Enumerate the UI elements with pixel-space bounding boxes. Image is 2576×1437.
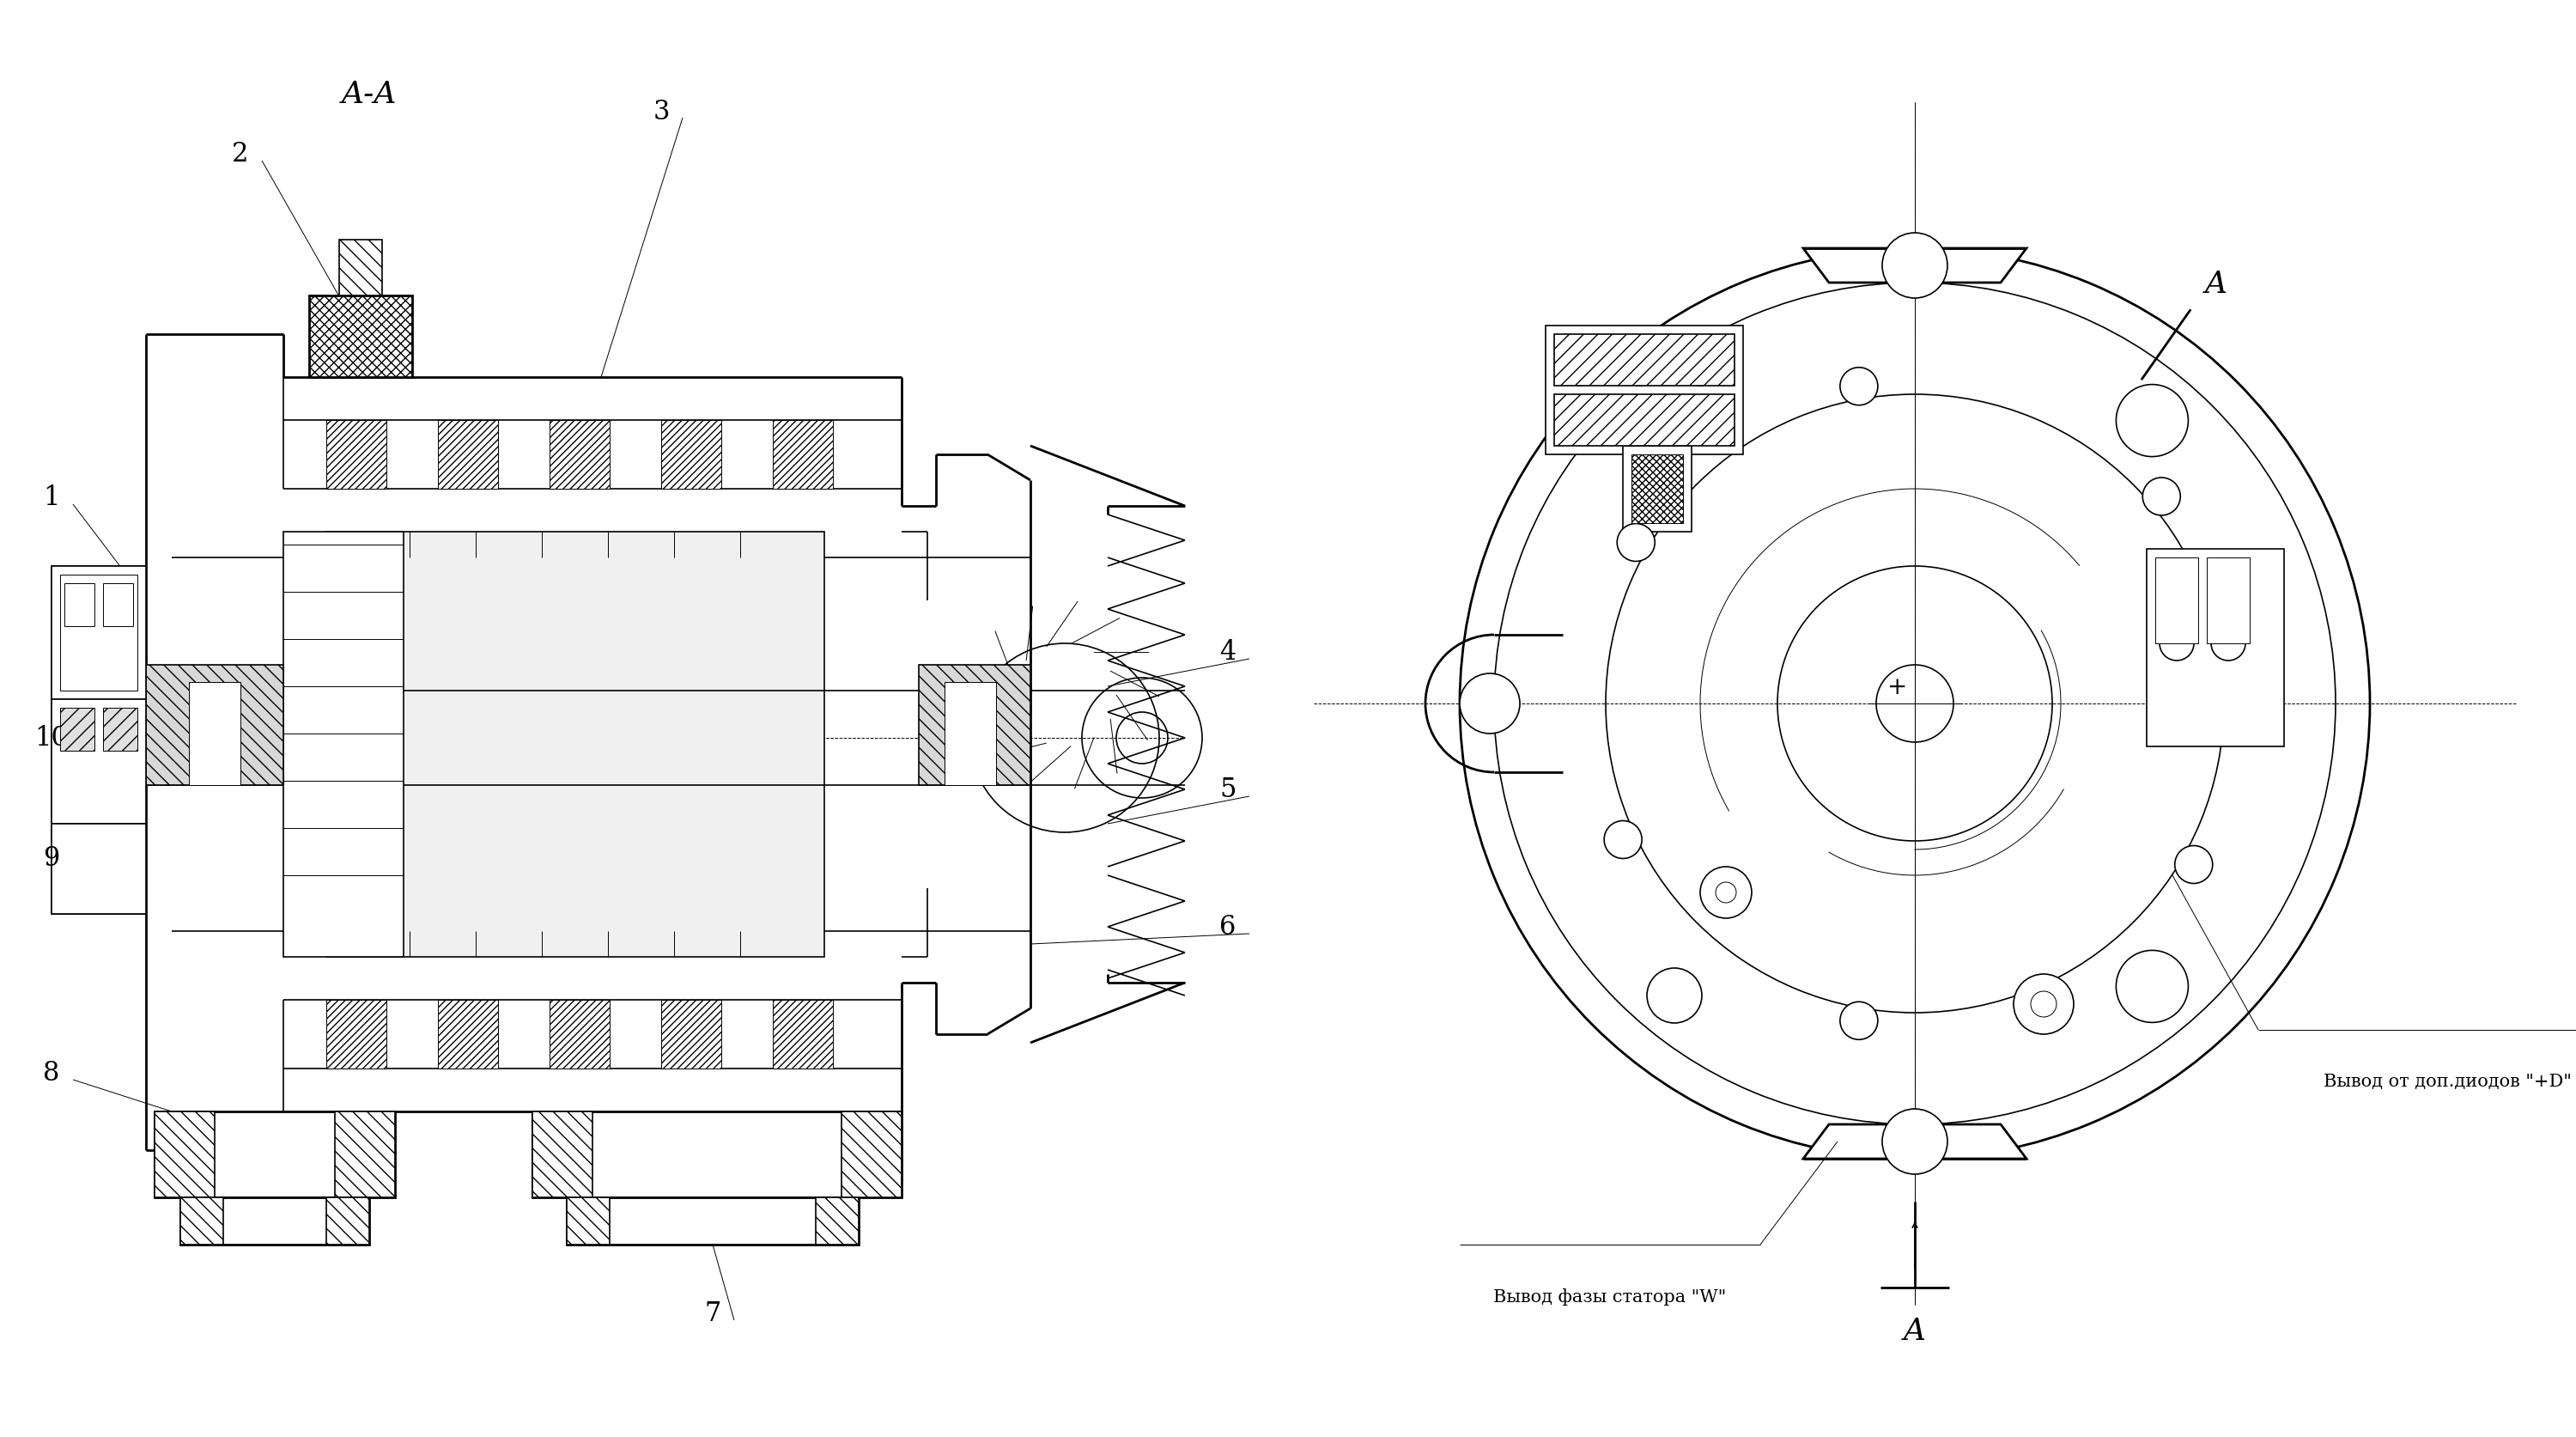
Circle shape (2159, 575, 2195, 609)
Bar (327, 532, 824, 957)
Circle shape (1618, 525, 1654, 562)
Circle shape (1682, 352, 1718, 387)
Bar (2156, 558, 2197, 644)
Circle shape (1623, 352, 1656, 387)
Text: +: + (1888, 675, 1909, 698)
Polygon shape (1803, 1125, 2027, 1158)
Text: 10: 10 (36, 724, 67, 752)
Circle shape (2174, 846, 2213, 884)
Bar (1546, 326, 1744, 456)
Circle shape (1646, 969, 1703, 1023)
Text: A: A (2205, 270, 2228, 299)
Bar (438, 1000, 497, 1069)
Circle shape (1564, 352, 1597, 387)
Text: Вывод от доп.диодов "+D": Вывод от доп.диодов "+D" (2324, 1073, 2571, 1089)
Circle shape (1839, 368, 1878, 405)
Bar (52, 566, 147, 914)
Circle shape (2030, 992, 2056, 1017)
Bar (52, 700, 147, 823)
Text: 9: 9 (44, 845, 59, 872)
Bar (567, 1197, 858, 1244)
Bar (2146, 549, 2285, 747)
Bar (52, 566, 147, 700)
Text: +: + (108, 593, 129, 616)
Text: 3: 3 (652, 98, 670, 125)
Circle shape (1883, 233, 1947, 299)
Text: +: + (70, 593, 90, 616)
Bar (155, 1112, 394, 1197)
Bar (180, 1197, 224, 1244)
Bar (155, 1112, 214, 1197)
Circle shape (2210, 627, 2246, 661)
Bar (283, 532, 404, 957)
Bar (842, 1112, 902, 1197)
Text: 6: 6 (1218, 914, 1236, 940)
Circle shape (1716, 882, 1736, 902)
Circle shape (2210, 575, 2246, 609)
Bar (309, 296, 412, 378)
Circle shape (1605, 821, 1641, 859)
Bar (662, 1000, 721, 1069)
Bar (327, 1197, 368, 1244)
Bar (59, 575, 137, 691)
Bar (59, 708, 95, 752)
Bar (567, 1197, 611, 1244)
Circle shape (1646, 385, 1703, 440)
Text: Вывод фазы статора "W": Вывод фазы статора "W" (1494, 1288, 1726, 1305)
Bar (1553, 395, 1734, 447)
Bar (549, 1000, 611, 1069)
Bar (180, 1197, 368, 1244)
Circle shape (1461, 674, 1520, 734)
Bar (340, 240, 381, 296)
Text: 4: 4 (1218, 639, 1236, 665)
Bar (335, 1112, 394, 1197)
Bar (773, 1000, 832, 1069)
Bar (817, 1197, 858, 1244)
Bar (1623, 447, 1692, 532)
Bar (52, 823, 147, 914)
Bar (438, 421, 497, 490)
Bar (188, 683, 240, 786)
Bar (64, 583, 95, 627)
Text: 8: 8 (44, 1059, 59, 1086)
Circle shape (1883, 1109, 1947, 1174)
Circle shape (2014, 974, 2074, 1035)
Bar (549, 421, 611, 490)
Polygon shape (1803, 249, 2027, 283)
Bar (103, 583, 134, 627)
Bar (773, 421, 832, 490)
Bar (945, 683, 997, 786)
Circle shape (1839, 1002, 1878, 1040)
Text: 2: 2 (232, 141, 250, 168)
Bar (147, 665, 283, 786)
Circle shape (1700, 867, 1752, 918)
Circle shape (2143, 479, 2179, 516)
Bar (2208, 558, 2249, 644)
Text: 1: 1 (44, 484, 59, 512)
Circle shape (2159, 627, 2195, 661)
Circle shape (2115, 951, 2187, 1023)
Text: 5: 5 (1218, 776, 1236, 803)
Bar (533, 1112, 592, 1197)
Text: A: A (1904, 1316, 1927, 1345)
Bar (103, 708, 137, 752)
Circle shape (2115, 385, 2187, 457)
Bar (662, 421, 721, 490)
Bar (1553, 335, 1734, 387)
Text: A-A: A-A (343, 80, 397, 109)
Bar (327, 421, 386, 490)
Bar (327, 1000, 386, 1069)
Bar (920, 665, 1030, 786)
Bar (1631, 456, 1682, 523)
Text: 7: 7 (703, 1300, 721, 1326)
Bar (533, 1112, 902, 1197)
